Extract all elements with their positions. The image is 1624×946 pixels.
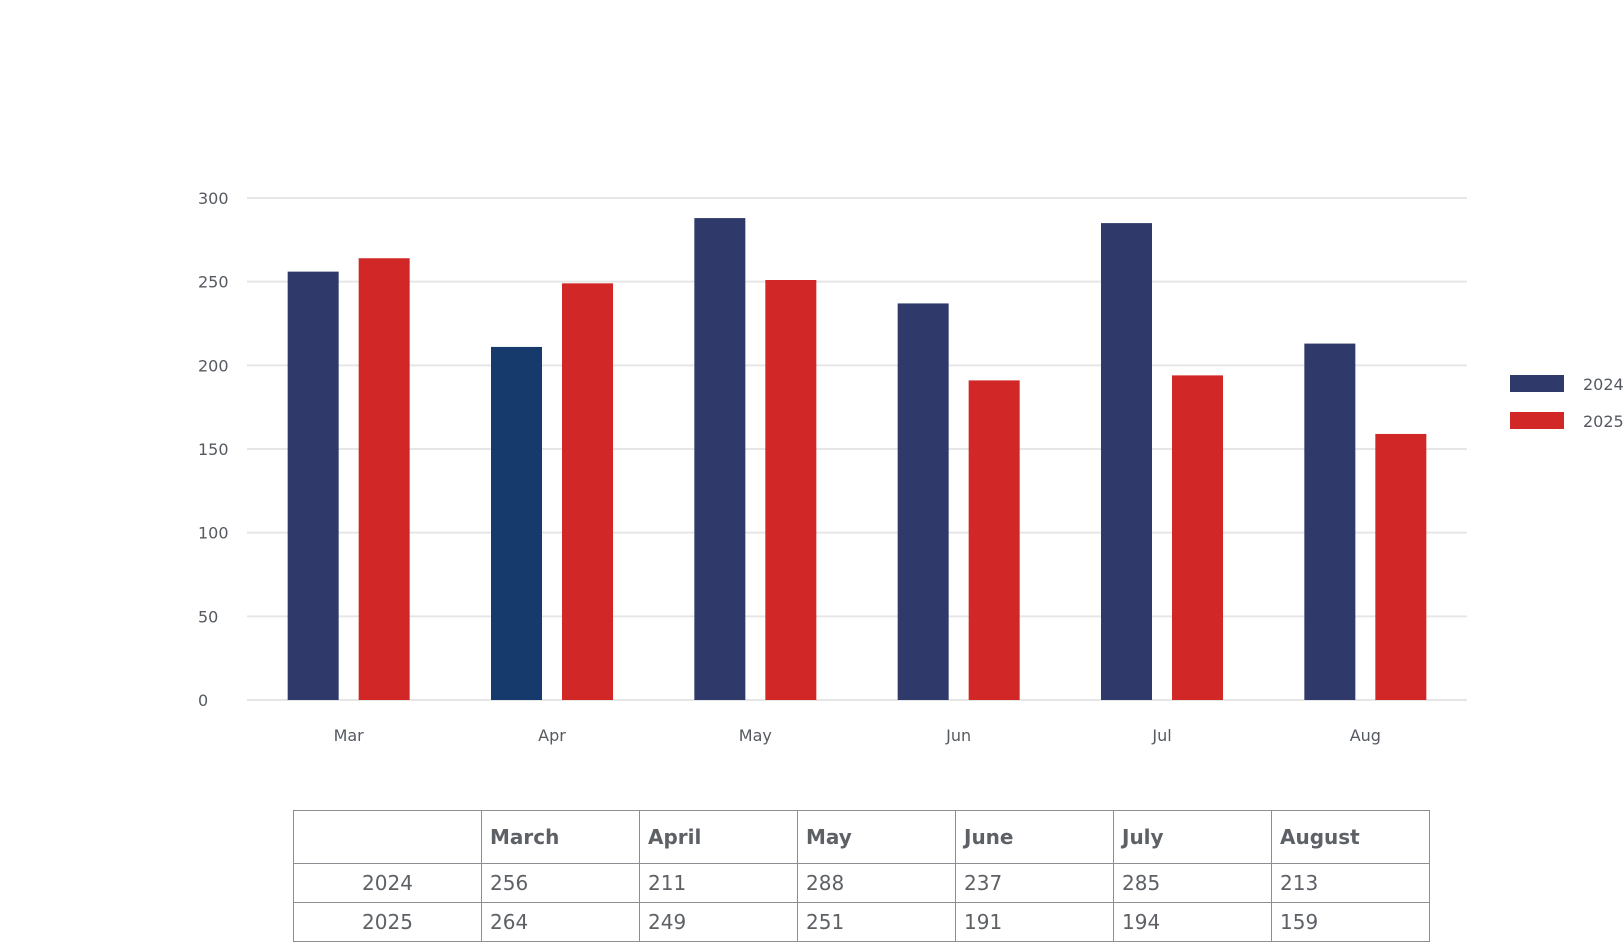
table-row: 2024 256 211 288 237 285 213 [293, 863, 1430, 903]
table-cell: 249 [639, 902, 798, 942]
table-cell: 288 [797, 863, 956, 903]
y-tick-label: 250 [198, 273, 229, 292]
legend: 2024 2025 [1510, 375, 1624, 431]
y-tick-label: 50 [198, 607, 218, 626]
bar-2025-apr [562, 283, 613, 700]
x-axis-ticks: Mar Apr May Jun Jul Aug [334, 726, 1381, 745]
bar-2024-may [694, 218, 746, 700]
table-header-cell: March [481, 810, 640, 864]
bar-2024-aug [1304, 343, 1356, 700]
bar-2025-may [765, 279, 817, 700]
x-tick-label: Apr [538, 726, 566, 745]
y-tick-label: 200 [198, 356, 229, 375]
table-header-cell [293, 810, 482, 864]
bars [287, 218, 1427, 700]
x-tick-label: Mar [334, 726, 365, 745]
table-cell: 159 [1271, 902, 1430, 942]
bar-2024-jun [897, 303, 949, 700]
y-tick-label: 0 [198, 691, 208, 710]
y-tick-label: 100 [198, 524, 229, 543]
table-cell: 237 [955, 863, 1114, 903]
table-header-cell: July [1113, 810, 1272, 864]
y-tick-label: 150 [198, 440, 229, 459]
table-cell: 251 [797, 902, 956, 942]
bar-2024-apr [491, 346, 542, 700]
table-cell: 194 [1113, 902, 1272, 942]
bar-2025-jul [1172, 375, 1223, 700]
table-header-cell: August [1271, 810, 1430, 864]
table-cell: 191 [955, 902, 1114, 942]
y-axis-ticks: 0 50 100 150 200 250 300 [198, 189, 229, 710]
bar-chart: 0 50 100 150 200 250 300 Mar Apr May Jun Jul Aug 20… [198, 189, 1624, 745]
table-cell: 264 [481, 902, 640, 942]
table-cell: 213 [1271, 863, 1430, 903]
table-cell: 256 [481, 863, 640, 903]
table-row: 2025 264 249 251 191 194 159 [293, 902, 1430, 942]
bar-2025-jun [968, 380, 1020, 700]
data-table: March April May June July August 2024 25… [293, 810, 1430, 942]
table-header-cell: June [955, 810, 1114, 864]
table-header-cell: April [639, 810, 798, 864]
x-tick-label: Jul [1151, 726, 1171, 745]
x-tick-label: Aug [1350, 726, 1381, 745]
bar-2024-mar [287, 271, 339, 700]
legend-label: 2024 [1583, 375, 1624, 394]
x-tick-label: May [739, 726, 772, 745]
table-header-row: March April May June July August [293, 810, 1430, 864]
x-tick-label: Jun [945, 726, 971, 745]
table-cell: 285 [1113, 863, 1272, 903]
legend-swatch [1510, 375, 1564, 392]
y-tick-label: 300 [198, 189, 229, 208]
legend-label: 2025 [1583, 412, 1624, 431]
table-header-cell: May [797, 810, 956, 864]
bar-2024-jul [1101, 223, 1152, 700]
table-cell: 211 [639, 863, 798, 903]
gridlines [247, 197, 1467, 701]
bar-2025-mar [358, 258, 410, 700]
table-row-label: 2025 [293, 902, 482, 942]
table-row-label: 2024 [293, 863, 482, 903]
bar-2025-aug [1375, 433, 1427, 700]
legend-swatch [1510, 412, 1564, 429]
